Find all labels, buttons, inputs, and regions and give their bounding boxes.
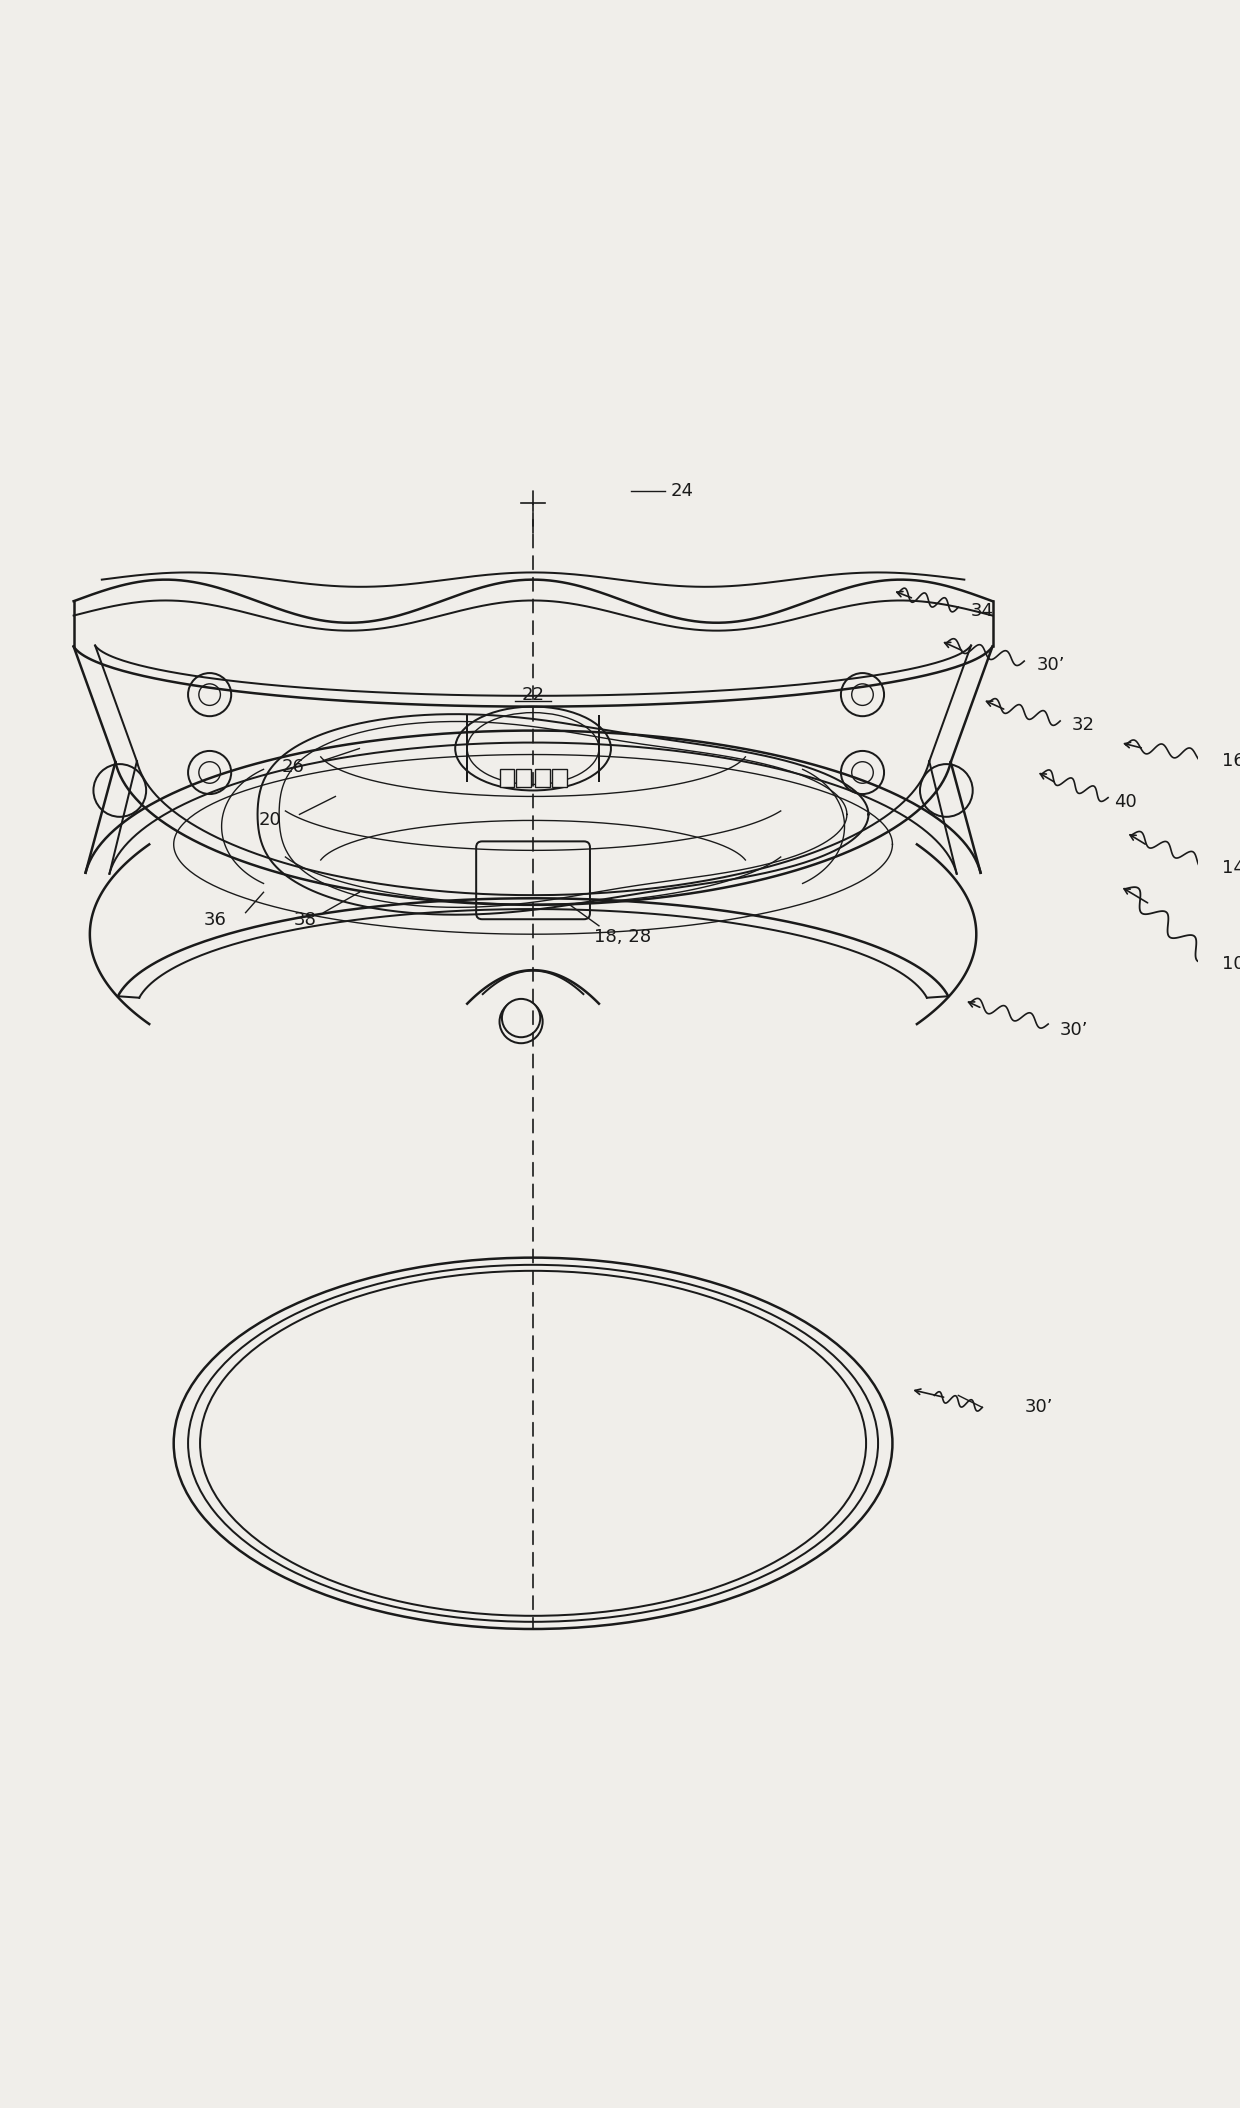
Circle shape (93, 763, 146, 816)
Circle shape (841, 750, 884, 795)
Circle shape (188, 672, 231, 717)
Text: 34: 34 (971, 601, 993, 620)
Text: 30’: 30’ (1037, 656, 1065, 675)
Text: 32: 32 (1073, 715, 1095, 734)
Text: 22: 22 (522, 685, 544, 704)
Circle shape (841, 672, 884, 717)
Text: 14: 14 (1221, 860, 1240, 877)
Text: 24: 24 (671, 483, 694, 500)
Text: 20: 20 (258, 812, 281, 828)
Text: 38: 38 (294, 911, 317, 930)
Circle shape (502, 999, 541, 1037)
Text: 30’: 30’ (1024, 1398, 1053, 1417)
Text: 10: 10 (1221, 955, 1240, 974)
Text: 16: 16 (1221, 753, 1240, 769)
Bar (552, 769, 567, 786)
Text: 30’: 30’ (1060, 1020, 1089, 1039)
Bar (500, 769, 513, 786)
Text: 36: 36 (205, 911, 227, 930)
Circle shape (920, 763, 972, 816)
Text: 26: 26 (281, 757, 305, 776)
Bar (536, 769, 549, 786)
Text: 18, 28: 18, 28 (594, 928, 651, 946)
Circle shape (188, 750, 231, 795)
Bar (516, 769, 531, 786)
Text: 40: 40 (1114, 793, 1137, 812)
